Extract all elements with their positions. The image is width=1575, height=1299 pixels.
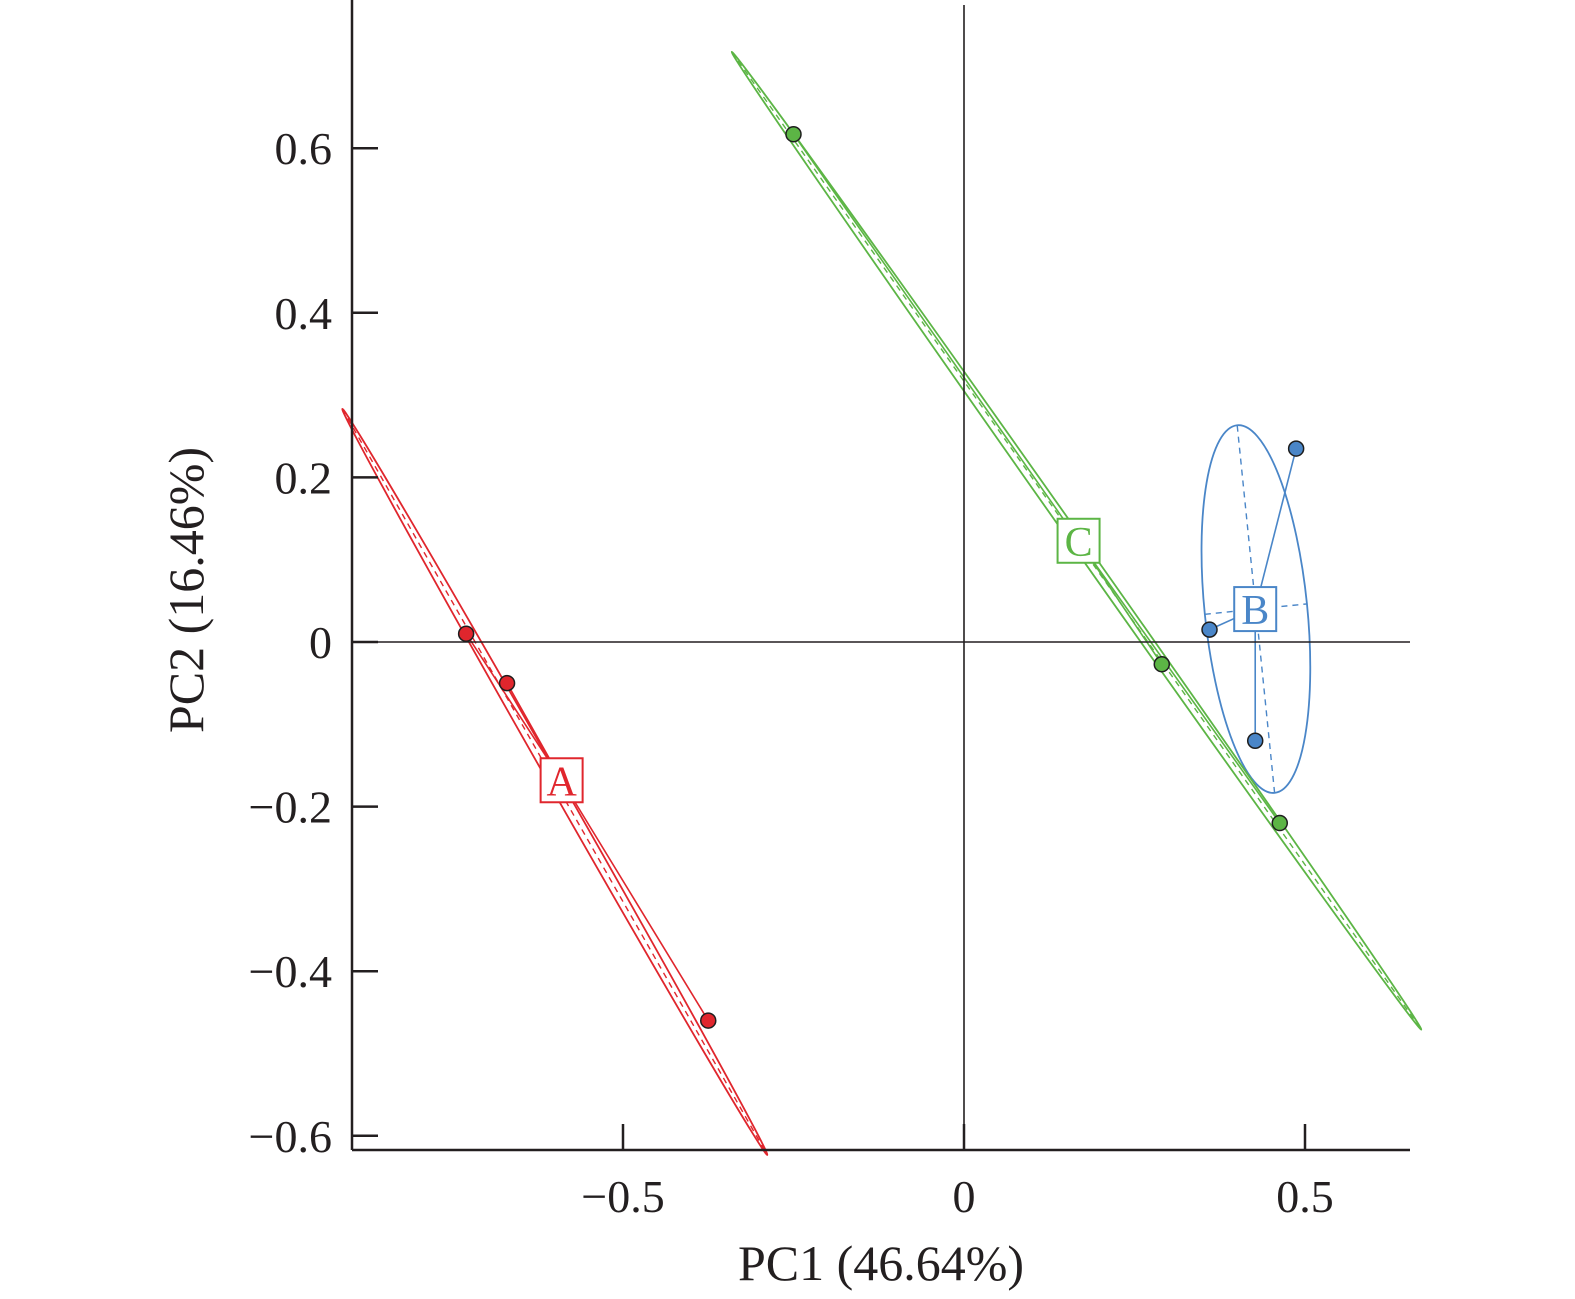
reference-lines: [352, 5, 1410, 1150]
group-labels: A B C: [539, 517, 1278, 805]
y-tick-label: 0: [309, 617, 332, 668]
label-C: C: [1065, 520, 1093, 566]
point-A: [457, 625, 475, 643]
label-B: B: [1241, 588, 1269, 634]
spoke-C: [1077, 540, 1281, 824]
spoke-B: [1254, 448, 1297, 610]
x-tick-label: 0.5: [1276, 1171, 1334, 1222]
x-tick-label: −0.5: [581, 1171, 664, 1222]
point-A: [700, 1012, 717, 1029]
spoke-C: [792, 133, 1080, 542]
label-A: A: [546, 759, 577, 805]
y-tick-label: −0.4: [249, 946, 332, 997]
point-C: [785, 125, 802, 143]
point-B: [1201, 621, 1218, 638]
y-tick-label: 0.2: [275, 452, 333, 503]
x-tick-label: 0: [953, 1171, 976, 1222]
point-B: [1287, 440, 1305, 457]
y-tick-label: −0.2: [249, 782, 332, 833]
y-tick-label: −0.6: [249, 1111, 332, 1162]
label-box-C: [1056, 517, 1101, 564]
label-box-B: [1233, 586, 1278, 633]
point-A: [498, 674, 516, 692]
point-C: [1153, 655, 1171, 673]
spoke-A: [465, 633, 563, 781]
x-axis-title: PC1 (46.64%): [738, 1235, 1024, 1291]
point-C: [1271, 814, 1289, 832]
y-axis-title: PC2 (16.46%): [158, 447, 214, 733]
data-points: [457, 125, 1305, 1029]
ellipse-B: [1200, 424, 1312, 794]
y-tick-label: 0.6: [275, 123, 333, 174]
y-tick-label: 0.4: [275, 288, 333, 339]
spoke-A: [560, 779, 709, 1021]
axes: −0.6 −0.4 −0.2 0 0.2 0.4 0.6 −0.5 0 0.5: [249, 0, 1410, 1222]
label-box-A: [539, 757, 584, 804]
point-B: [1246, 732, 1264, 750]
